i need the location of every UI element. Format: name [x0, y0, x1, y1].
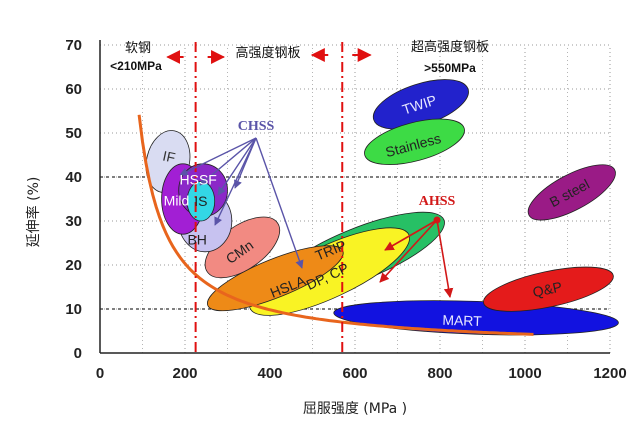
y-tick-label: 10	[65, 301, 82, 318]
region-boundaries	[166, 42, 372, 353]
y-tick-label: 40	[65, 169, 82, 186]
x-tick-label: 200	[172, 365, 197, 382]
area-label-is: IS	[194, 193, 207, 209]
x-tick-label: 800	[427, 365, 452, 382]
axes	[99, 40, 610, 354]
steel-areas	[145, 79, 619, 336]
area-mart	[333, 300, 619, 336]
y-tick-label: 60	[65, 81, 82, 98]
chss-arrow	[217, 137, 257, 196]
x-tick-label: 400	[257, 365, 282, 382]
y-tick-label: 0	[74, 345, 82, 362]
x-tick-label: 0	[96, 365, 104, 382]
region-labels: 软钢 <210MPa 高强度钢板 超高强度钢板 >550MPa	[110, 39, 489, 75]
x-tick-label: 600	[342, 365, 367, 382]
tick-labels: 0 200 400 600 800 1000 1200 0 10 20 30 40 50 60 70	[65, 37, 626, 382]
ahss-arrow	[384, 219, 438, 251]
annotation-chss: CHSS	[238, 119, 275, 134]
y-tick-label: 50	[65, 125, 82, 142]
region-label-high-strength: 高强度钢板	[235, 45, 300, 61]
region-label-ultra-high-strength: 超高强度钢板	[411, 39, 489, 55]
y-axis-label: 延伸率 (%)	[25, 177, 42, 248]
ahss-arrow	[436, 219, 454, 298]
chss-arrow	[255, 137, 304, 269]
elongation-trend-curve	[137, 114, 534, 336]
region-sublabel-mild-steel: <210MPa	[110, 59, 162, 73]
x-tick-label: 1200	[593, 365, 626, 382]
x-axis-label: 屈服强度 (MPa )	[303, 401, 407, 417]
area-label-bh: BH	[187, 232, 206, 248]
area-b-steel	[527, 164, 616, 221]
area-label-hssf: HSSF	[180, 172, 217, 188]
area-label-mart: MART	[442, 312, 482, 329]
area-stainless	[364, 118, 465, 165]
region-sublabel-ultra-high-strength: >550MPa	[424, 61, 476, 75]
chss-arrow	[214, 137, 257, 226]
trend-curve	[137, 114, 534, 336]
chss-arrow	[199, 137, 257, 186]
x-tick-label: 1000	[508, 365, 541, 382]
area-label-q-p: Q&P	[531, 278, 563, 300]
area-label-if: IF	[161, 147, 177, 165]
annotation-arrows	[179, 137, 454, 298]
y-tick-label: 70	[65, 37, 82, 54]
chss-arrow	[179, 137, 257, 176]
ahss-arrow	[379, 219, 438, 283]
area-label-mild: Mild	[164, 192, 190, 208]
area-q-p	[483, 266, 614, 312]
y-tick-label: 20	[65, 257, 82, 274]
region-label-mild-steel: 软钢	[125, 41, 151, 56]
annotation-ahss: AHSS	[419, 194, 456, 209]
y-tick-label: 30	[65, 213, 82, 230]
